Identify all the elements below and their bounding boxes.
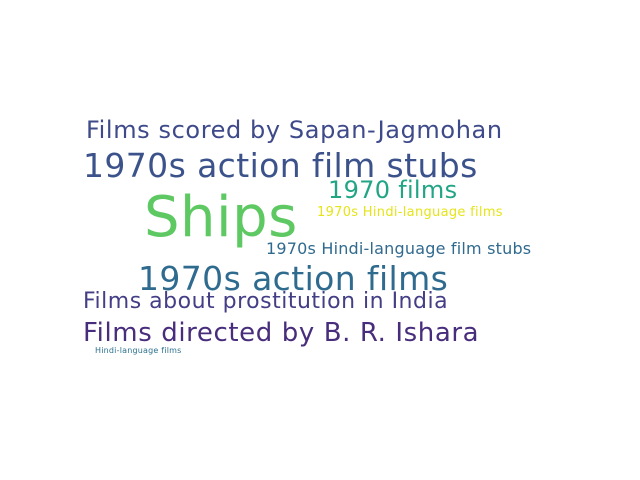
word-1970s-action-film-stubs: 1970s action film stubs — [83, 146, 478, 185]
word-hindi-language-films: Hindi-language films — [95, 346, 182, 355]
word-1970s-hindi-language-films: 1970s Hindi-language films — [317, 205, 503, 220]
word-films-about-prostitution-in-india: Films about prostitution in India — [83, 289, 449, 314]
word-films-scored-by-sapan-jagmohan: Films scored by Sapan-Jagmohan — [86, 116, 503, 144]
word-1970s-action-films: 1970s action films — [138, 259, 449, 298]
word-1970s-hindi-language-film-stubs: 1970s Hindi-language film stubs — [266, 239, 532, 258]
word-1970-films: 1970 films — [328, 176, 458, 204]
word-films-directed-by-b-r-ishara: Films directed by B. R. Ishara — [83, 318, 480, 348]
word-ships: Ships — [144, 185, 298, 250]
